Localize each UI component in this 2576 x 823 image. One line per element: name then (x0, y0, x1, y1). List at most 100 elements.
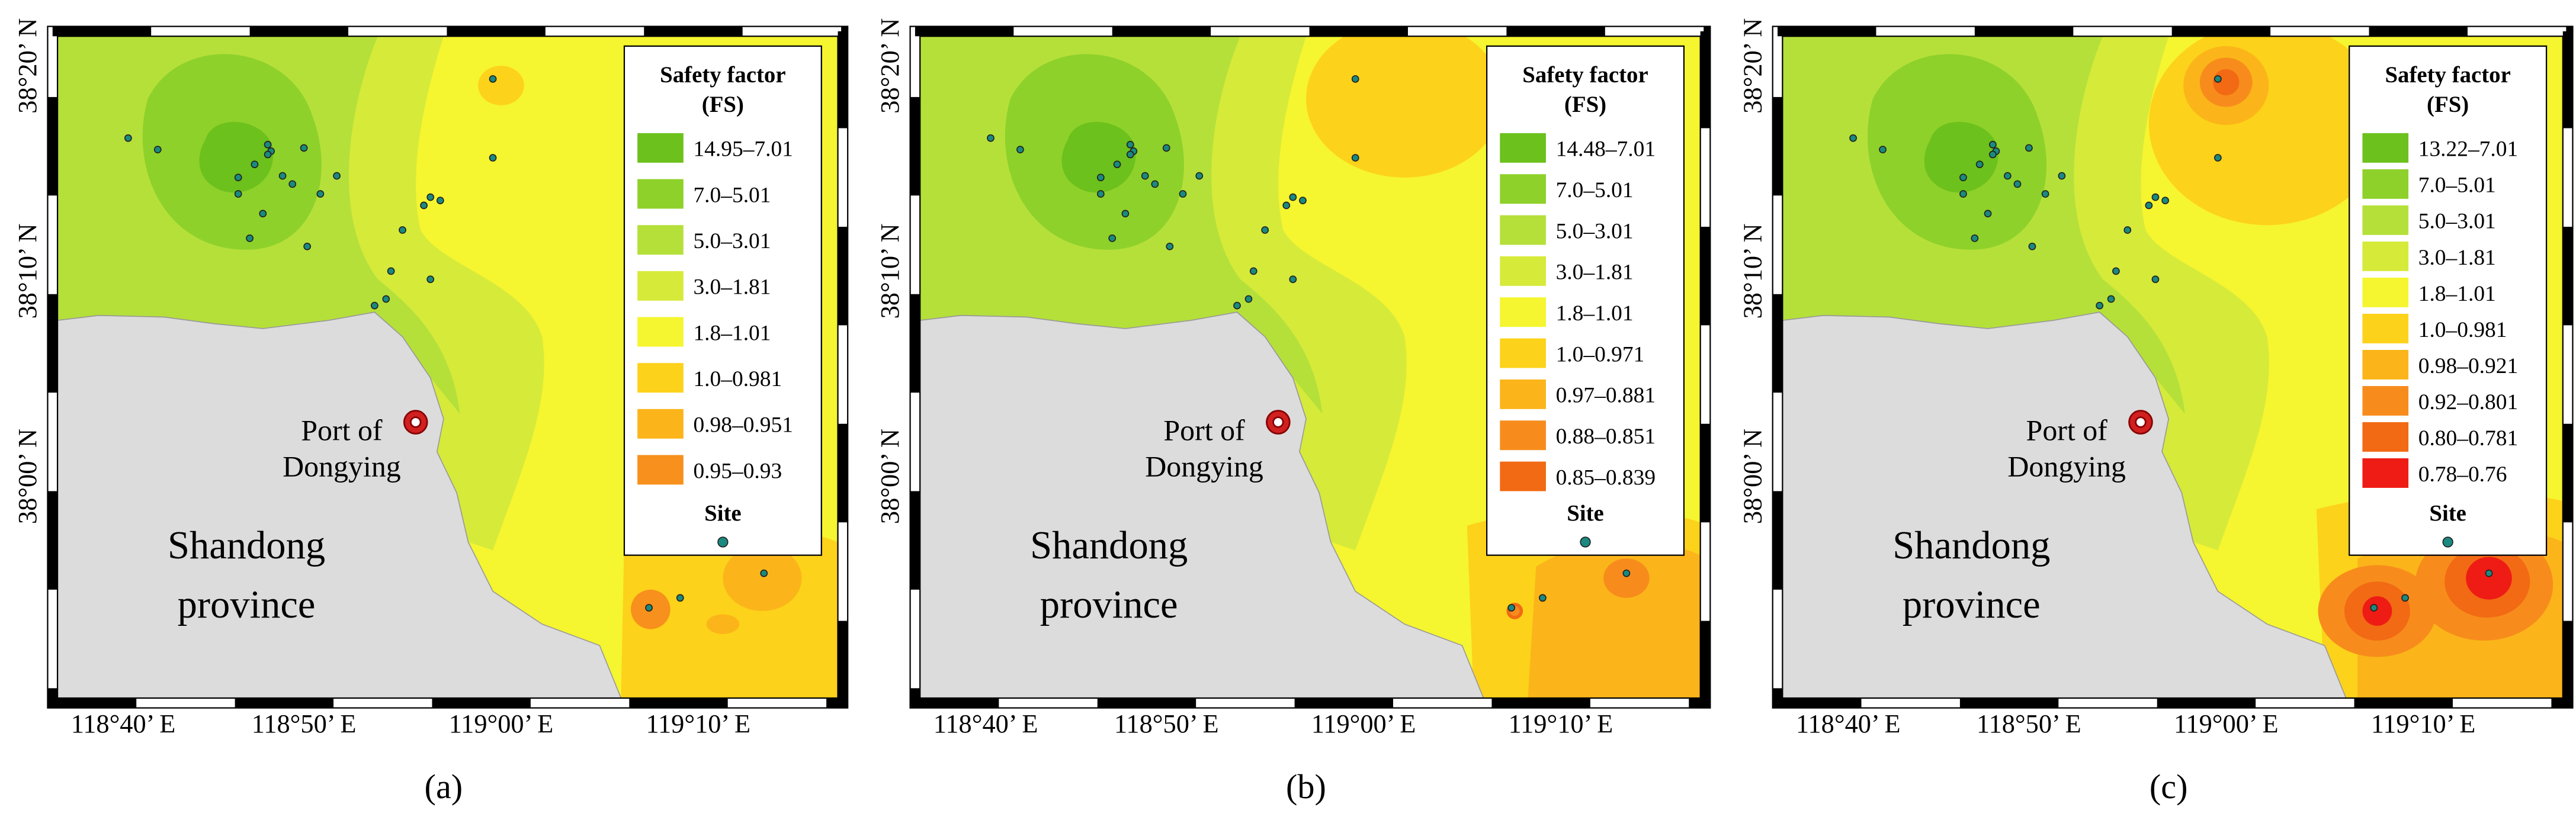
site (288, 180, 297, 188)
site (1096, 190, 1105, 198)
site (1151, 180, 1159, 188)
legend-label: 1.8–1.01 (1556, 301, 1634, 326)
land (57, 311, 622, 698)
legend-swatch (2362, 241, 2409, 271)
contour-fill (2362, 596, 2392, 626)
map-panel: Port of Dongying Shandong province Safety fa… (1737, 18, 2574, 806)
legend-swatch (1500, 297, 1546, 327)
contour-fill (478, 66, 524, 105)
legend-site-marker (2442, 536, 2453, 548)
legend-swatch (637, 133, 684, 163)
legend-swatch (1500, 420, 1546, 451)
site (760, 569, 768, 577)
map-panel: Port of Dongying Shandong province Safety fa… (875, 18, 1711, 806)
legend-label: 0.88–0.851 (1556, 425, 1656, 449)
site (1959, 173, 1967, 182)
legend-subtitle: (FS) (2427, 92, 2469, 117)
site (246, 234, 254, 242)
legend-label: 3.0–1.81 (1556, 261, 1634, 285)
lon-tick-label: 118°40’ E (933, 709, 1038, 738)
legend-site-label: Site (1567, 500, 1604, 526)
province-label: province (178, 583, 316, 626)
site (1507, 604, 1516, 612)
site (1988, 140, 1997, 149)
site (316, 190, 325, 198)
legend-label: 0.85–0.839 (1556, 465, 1656, 490)
legend-swatch (2362, 277, 2409, 307)
site (2041, 190, 2049, 198)
land (1782, 311, 2347, 698)
lat-tick-label: 38°10’ N (875, 223, 904, 319)
site (300, 144, 308, 152)
site (387, 267, 395, 275)
site (2112, 267, 2120, 275)
site (2028, 242, 2036, 250)
legend-title: Safety factor (2385, 62, 2510, 88)
site (234, 173, 242, 182)
site (1289, 193, 1297, 201)
site (1244, 295, 1253, 303)
site (1233, 301, 1241, 310)
legend-label: 5.0–3.01 (1556, 219, 1634, 243)
legend-swatch (2362, 349, 2409, 380)
lon-tick-label: 119°00’ E (449, 709, 554, 738)
site (1971, 234, 1979, 242)
site (420, 201, 428, 210)
site (426, 193, 435, 201)
site (1351, 75, 1359, 83)
lon-tick-label: 119°00’ E (2174, 709, 2279, 738)
site (2025, 144, 2033, 152)
frame (1772, 25, 2574, 709)
contour-layer (1782, 36, 2563, 698)
province-label: Shandong (168, 524, 325, 567)
site (2485, 569, 2493, 577)
legend-subtitle: (FS) (1564, 92, 1606, 117)
lat-tick-label: 38°00’ N (875, 429, 904, 524)
legend-swatch (2362, 422, 2409, 452)
contour-fill (1924, 121, 1998, 193)
site (2003, 172, 2012, 180)
legend-swatch (2362, 133, 2409, 163)
legend-swatch (1500, 133, 1546, 163)
legend-swatch (1500, 338, 1546, 368)
legend-label: 1.8–1.01 (2418, 282, 2496, 306)
frame (919, 36, 1701, 699)
legend-label: 1.0–0.981 (693, 367, 782, 391)
legend-label: 0.80–0.781 (2418, 426, 2518, 451)
frame (56, 36, 839, 699)
contour-fill (1528, 542, 1701, 698)
site (1299, 197, 1307, 204)
panel-label: (a) (425, 767, 463, 806)
site (1879, 146, 1887, 153)
legend-label: 3.0–1.81 (2418, 246, 2496, 270)
site (1179, 190, 1187, 198)
site (234, 190, 242, 198)
legend-label: 1.0–0.981 (2418, 318, 2507, 342)
panel-label: (b) (1286, 767, 1326, 806)
site (489, 75, 497, 83)
port-marker (1272, 416, 1284, 428)
site (2123, 226, 2132, 234)
site (645, 604, 653, 612)
legend-swatch (2362, 313, 2409, 343)
port-label: Dongying (2007, 451, 2126, 483)
site (2370, 604, 2378, 612)
site (1351, 154, 1359, 162)
lon-tick-label: 118°40’ E (1796, 709, 1901, 738)
site (1126, 140, 1134, 149)
port-marker (2135, 416, 2147, 428)
port-marker (410, 416, 422, 428)
legend-title: Safety factor (1522, 62, 1648, 88)
port-label: Dongying (283, 451, 401, 483)
lon-tick-label: 119°10’ E (646, 709, 750, 738)
port-label: Port of (2026, 414, 2108, 447)
contour-fill (1603, 558, 1650, 598)
site (1166, 242, 1174, 250)
site (303, 242, 312, 250)
legend-site-label: Site (704, 500, 742, 526)
legend-label: 0.98–0.951 (693, 413, 793, 438)
site (1622, 569, 1631, 577)
lat-tick-label: 38°00’ N (1737, 429, 1767, 524)
legend-site-marker (1580, 536, 1591, 548)
lon-tick-label: 119°10’ E (1509, 709, 1613, 738)
